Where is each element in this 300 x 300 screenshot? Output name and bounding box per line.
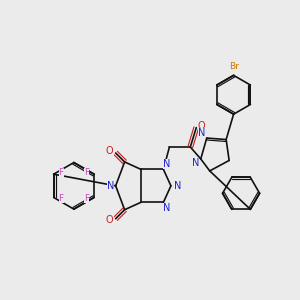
Text: Br: Br bbox=[229, 62, 238, 71]
Text: N: N bbox=[106, 181, 114, 191]
Text: O: O bbox=[198, 121, 206, 131]
Text: N: N bbox=[163, 159, 171, 169]
Text: F: F bbox=[58, 168, 64, 177]
Text: O: O bbox=[106, 215, 113, 225]
Text: O: O bbox=[106, 146, 113, 157]
Text: F: F bbox=[84, 168, 89, 177]
Text: N: N bbox=[192, 158, 199, 168]
Text: N: N bbox=[174, 181, 181, 191]
Text: N: N bbox=[163, 202, 171, 213]
Text: F: F bbox=[84, 194, 89, 203]
Text: N: N bbox=[198, 128, 205, 138]
Text: F: F bbox=[58, 194, 64, 203]
